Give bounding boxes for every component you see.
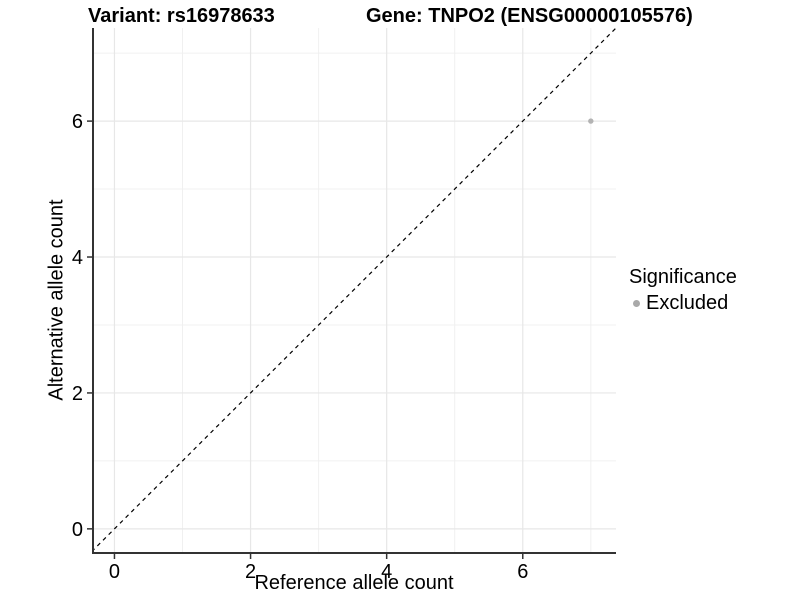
identity-dashed-line	[92, 28, 616, 553]
reference-line-group	[92, 28, 616, 553]
plot-panel: 0 2 4 6 0 2 4 6	[72, 28, 616, 583]
data-point	[588, 118, 594, 124]
legend-point-icon	[633, 300, 640, 307]
variant-title: Variant: rs16978633	[88, 5, 275, 27]
gene-title: Gene: TNPO2 (ENSG00000105576)	[366, 5, 693, 27]
legend: Significance Excluded	[629, 266, 737, 315]
legend-item-label: Excluded	[646, 292, 729, 314]
legend-title: Significance	[629, 266, 737, 288]
y-tick-label: 0	[72, 519, 83, 541]
x-tick-label: 6	[517, 561, 528, 583]
scatter-plot-canvas: 0 2 4 6 0 2 4 6	[72, 28, 616, 583]
y-tick-label: 4	[72, 247, 83, 269]
x-tick-label: 2	[245, 561, 256, 583]
x-tick-label: 0	[109, 561, 120, 583]
y-tick-label: 2	[72, 383, 83, 405]
legend-item-excluded: Excluded	[629, 292, 737, 315]
y-axis-title: Alternative allele count	[45, 199, 68, 401]
x-tick-label: 4	[381, 561, 392, 583]
y-tick-label: 6	[72, 111, 83, 133]
x-axis-title: Reference allele count	[254, 572, 454, 594]
